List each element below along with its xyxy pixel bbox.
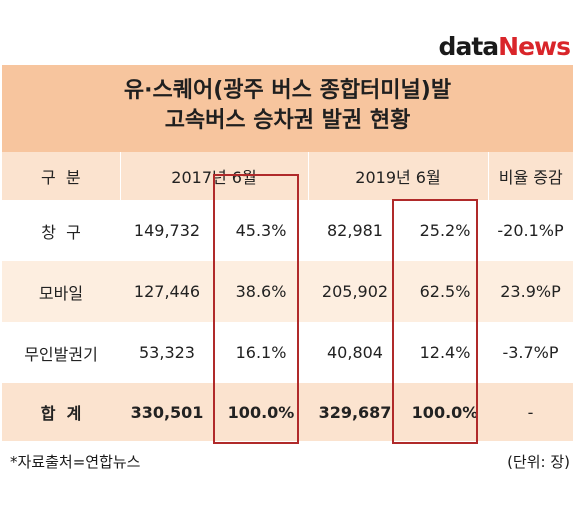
total-change: - [488, 383, 573, 441]
ratio-change: -20.1%P [497, 221, 564, 240]
table-row: 모바일 127,446 38.6% 205,902 62.5% 23.9%P [2, 261, 573, 322]
value-2019: 40,804 [327, 343, 383, 362]
total-2017: 330,501 [120, 383, 214, 441]
value-2017: 53,323 [139, 343, 195, 362]
value-2017: 149,732 [133, 221, 201, 240]
unit-note: (단위: 장) [507, 453, 570, 471]
header-2019: 2019년 6월 [307, 152, 488, 200]
total-2019: 329,687 [308, 383, 402, 441]
title-line-2: 고속버스 승차권 발권 현황 [164, 108, 411, 133]
row-label: 창 구 [41, 222, 81, 242]
header-change: 비율 증감 [487, 152, 573, 200]
table-row: 창 구 149,732 45.3% 82,981 25.2% -20.1%P [2, 200, 573, 261]
logo-text-data: data [438, 32, 500, 61]
percent-2019: 25.2% [419, 221, 471, 240]
title-banner: 유·스퀘어(광주 버스 종합터미널)발 고속버스 승차권 발권 현황 [2, 65, 573, 152]
total-percent-2019: 100.0% [402, 383, 488, 441]
ratio-change: -3.7%P [502, 343, 559, 362]
total-label: 합 계 [2, 383, 120, 441]
title-line-1: 유·스퀘어(광주 버스 종합터미널)발 [123, 78, 452, 103]
percent-2017: 38.6% [214, 261, 308, 322]
source-note: *자료출처=연합뉴스 [10, 453, 141, 471]
table-header-row: 구 분 2017년 6월 2019년 6월 비율 증감 [2, 152, 573, 200]
logo-text-news: News [498, 32, 571, 61]
row-label: 무인발권기 [24, 344, 98, 364]
value-2019: 205,902 [308, 261, 402, 322]
ticket-table: 구 분 2017년 6월 2019년 6월 비율 증감 창 구 149,732 … [2, 152, 573, 441]
table-total-row: 합 계 330,501 100.0% 329,687 100.0% - [2, 383, 573, 441]
percent-2017: 16.1% [235, 343, 287, 362]
table-row: 무인발권기 53,323 16.1% 40,804 12.4% -3.7%P [2, 322, 573, 383]
percent-2017: 45.3% [235, 221, 287, 240]
header-2017: 2017년 6월 [119, 152, 308, 200]
percent-2019: 62.5% [402, 261, 488, 322]
value-2019: 82,981 [327, 221, 383, 240]
header-category: 구 분 [2, 152, 120, 200]
value-2017: 127,446 [120, 261, 214, 322]
total-percent-2017: 100.0% [214, 383, 308, 441]
percent-2019: 12.4% [419, 343, 471, 362]
datanews-logo: dataNews [438, 32, 571, 62]
row-label: 모바일 [2, 261, 120, 322]
ratio-change: 23.9%P [488, 261, 573, 322]
